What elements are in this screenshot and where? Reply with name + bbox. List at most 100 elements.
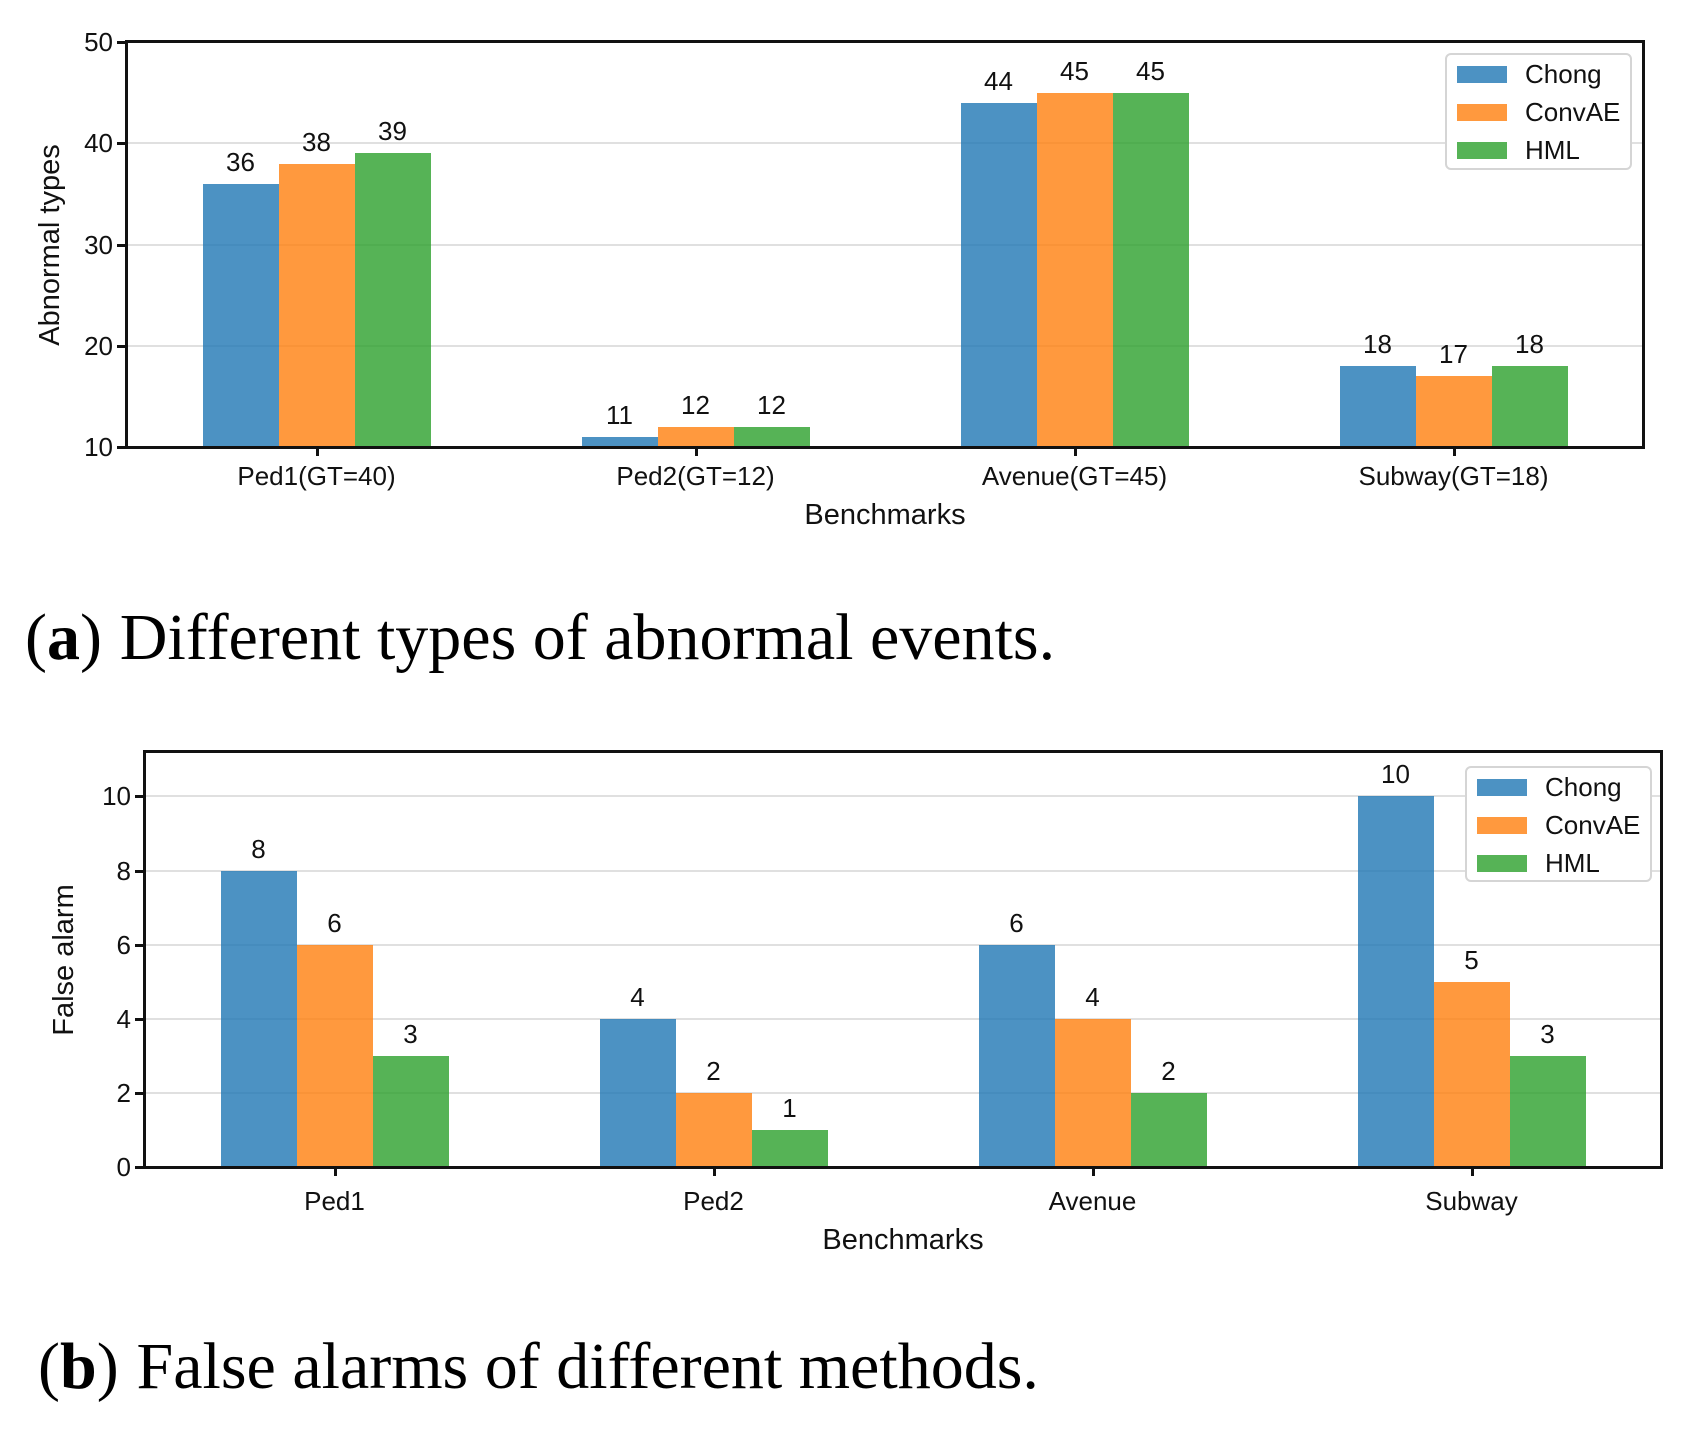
x-tick-mark [712, 1167, 716, 1176]
gridline [145, 1091, 1661, 1094]
y-tick-label: 10 [84, 432, 113, 462]
y-tick-mark [135, 1166, 144, 1169]
bar-value-label: 4 [630, 981, 645, 1012]
bar-value-label: 6 [1009, 907, 1024, 938]
gridline [127, 344, 1643, 347]
bar-convae-ped2 [675, 1092, 752, 1167]
x-axis-label: Benchmarks [804, 499, 966, 531]
legend-swatch-hml [1477, 855, 1527, 872]
x-tick-label: Avenue [1048, 1186, 1137, 1216]
bar-value-label: 4 [1085, 981, 1100, 1012]
bar-hml-subwaygt18 [1491, 366, 1568, 447]
bar-convae-ped1 [296, 944, 373, 1167]
y-tick-mark [135, 795, 144, 799]
x-tick-label: Avenue(GT=45) [981, 461, 1168, 491]
y-tick-label: 6 [116, 929, 131, 960]
bar-value-label: 18 [1515, 329, 1544, 359]
bar-hml-subway [1509, 1055, 1586, 1167]
bar-value-label: 17 [1439, 339, 1468, 370]
caption-a-close-paren: ) [79, 601, 102, 674]
legend-label: ConvAE [1525, 97, 1621, 127]
x-tick-mark [694, 447, 698, 456]
bar-hml-ped1gt40 [354, 153, 431, 447]
bar-value-label: 2 [1161, 1055, 1176, 1086]
bar-hml-ped2gt12 [733, 426, 810, 447]
bar-value-label: 12 [757, 389, 786, 420]
bar-value-label: 18 [1363, 329, 1392, 359]
bar-value-label: 11 [606, 399, 633, 430]
bar-chong-subwaygt18 [1339, 366, 1416, 447]
bar-value-label: 3 [403, 1018, 418, 1049]
caption-b-open-paren: ( [38, 1330, 60, 1403]
y-tick-label: 2 [116, 1077, 131, 1108]
bar-chong-avenue [978, 944, 1055, 1167]
bar-chong-ped2 [599, 1018, 676, 1167]
y-tick-label: 30 [84, 229, 113, 260]
caption-b: (b) False alarms of different methods. [38, 1332, 1039, 1401]
x-tick-mark [1452, 447, 1456, 456]
bar-convae-ped2gt12 [657, 426, 734, 447]
bar-hml-avenue [1130, 1092, 1207, 1167]
x-tick-mark [1073, 447, 1077, 456]
bar-chong-ped1gt40 [202, 183, 279, 447]
legend-label: HML [1525, 135, 1580, 165]
legend-swatch-convae [1477, 817, 1527, 834]
y-tick-label: 40 [84, 128, 113, 159]
gridline [145, 1017, 1661, 1020]
y-tick-mark [135, 869, 144, 873]
legend-label: HML [1545, 848, 1600, 878]
y-tick-mark [117, 243, 126, 247]
caption-a-text: Different types of abnormal events. [119, 601, 1056, 674]
y-tick-label: 4 [116, 1003, 131, 1034]
bar-value-label: 2 [706, 1055, 721, 1086]
y-axis-label: Abnormal types [34, 143, 66, 346]
bar-value-label: 45 [1136, 55, 1165, 86]
legend-swatch-convae [1457, 104, 1507, 121]
bar-convae-subway [1433, 981, 1510, 1167]
bar-convae-ped1gt40 [278, 163, 355, 447]
x-tick-label: Ped2(GT=12) [616, 461, 775, 491]
legend-label: ConvAE [1545, 810, 1641, 840]
bar-value-label: 8 [251, 833, 266, 864]
legend-swatch-hml [1457, 142, 1507, 159]
y-tick-label: 8 [116, 855, 131, 886]
bar-chong-subway [1357, 796, 1434, 1167]
bar-convae-avenuegt45 [1036, 92, 1113, 447]
legend-swatch-chong [1457, 66, 1507, 83]
gridline [127, 243, 1643, 246]
x-tick-label: Subway [1425, 1186, 1518, 1216]
y-tick-mark [117, 446, 126, 449]
y-tick-mark [117, 344, 126, 348]
x-tick-label: Ped1(GT=40) [237, 461, 396, 491]
caption-b-text: False alarms of different methods. [136, 1330, 1039, 1403]
x-tick-label: Subway(GT=18) [1358, 461, 1549, 491]
y-tick-mark [135, 1017, 144, 1021]
bar-value-label: 1 [782, 1092, 797, 1123]
bar-hml-ped2 [751, 1129, 828, 1167]
gridline [145, 869, 1661, 872]
y-tick-mark [117, 41, 126, 44]
y-tick-label: 10 [102, 781, 131, 812]
legend-label: Chong [1525, 59, 1602, 89]
x-tick-label: Ped1 [304, 1186, 365, 1216]
bar-value-label: 5 [1464, 944, 1479, 975]
x-tick-mark [333, 1167, 337, 1176]
gridline [127, 142, 1643, 145]
bar-convae-avenue [1054, 1018, 1131, 1167]
y-tick-label: 0 [116, 1152, 131, 1182]
bar-value-label: 12 [681, 389, 710, 420]
x-tick-mark [1091, 1167, 1095, 1176]
bar-value-label: 45 [1060, 55, 1089, 86]
x-tick-mark [315, 447, 319, 456]
bar-value-label: 39 [378, 116, 407, 147]
bar-hml-avenuegt45 [1112, 92, 1189, 447]
bar-value-label: 36 [226, 146, 255, 177]
gridline [145, 943, 1661, 946]
caption-b-close-paren: ) [96, 1330, 119, 1403]
legend-swatch-chong [1477, 779, 1527, 796]
caption-a-letter: a [46, 601, 80, 674]
y-tick-mark [117, 142, 126, 146]
y-tick-mark [135, 1091, 144, 1095]
bar-value-label: 3 [1540, 1018, 1555, 1049]
